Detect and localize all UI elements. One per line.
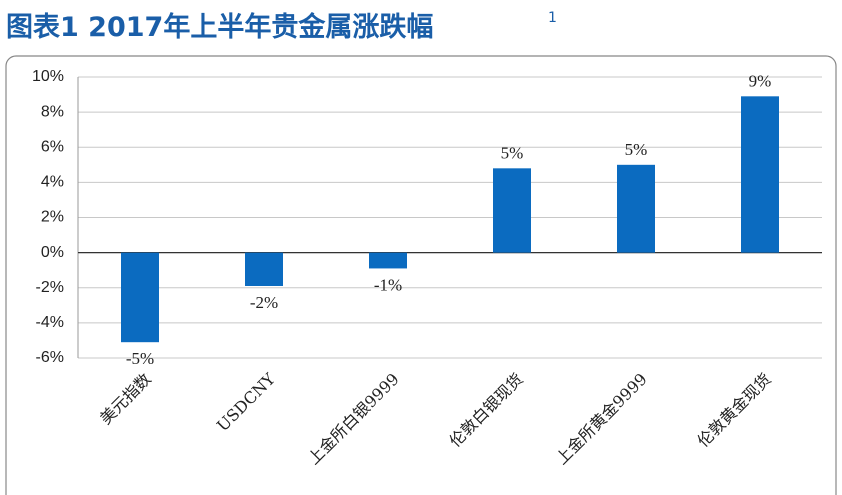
value-label: -2%	[250, 293, 278, 312]
x-tick-label: 伦敦黄金现货	[694, 369, 775, 450]
y-tick-label: 2%	[41, 209, 64, 226]
value-label: -1%	[374, 275, 402, 294]
x-tick-label: 上金所白银9999	[304, 369, 403, 468]
bar	[121, 252, 159, 343]
y-tick-label: -6%	[36, 349, 64, 366]
y-tick-label: 8%	[41, 103, 64, 120]
chart-frame	[5, 55, 837, 495]
bar	[245, 252, 283, 286]
x-tick-label: 美元指数	[96, 369, 155, 428]
value-label: -5%	[126, 349, 154, 368]
y-tick-label: 4%	[41, 174, 64, 191]
bar	[369, 252, 407, 269]
y-tick-label: 0%	[41, 244, 64, 261]
y-tick-label: -2%	[36, 279, 64, 296]
title-superscript: 1	[548, 10, 557, 26]
bar	[741, 96, 779, 253]
y-tick-label: 6%	[41, 138, 64, 155]
x-tick-label: USDCNY	[213, 369, 279, 435]
x-tick-label: 上金所黄金9999	[552, 369, 651, 468]
chart-title: 图表1 2017年上半年贵金属涨跌幅	[6, 11, 433, 43]
y-tick-label: 10%	[32, 68, 64, 85]
value-label: 5%	[625, 140, 648, 159]
y-tick-label: -4%	[36, 314, 64, 331]
bar	[493, 168, 531, 253]
bar	[617, 164, 655, 253]
value-label: 9%	[749, 71, 772, 90]
x-tick-label: 伦敦白银现货	[446, 369, 527, 450]
value-label: 5%	[501, 143, 524, 162]
